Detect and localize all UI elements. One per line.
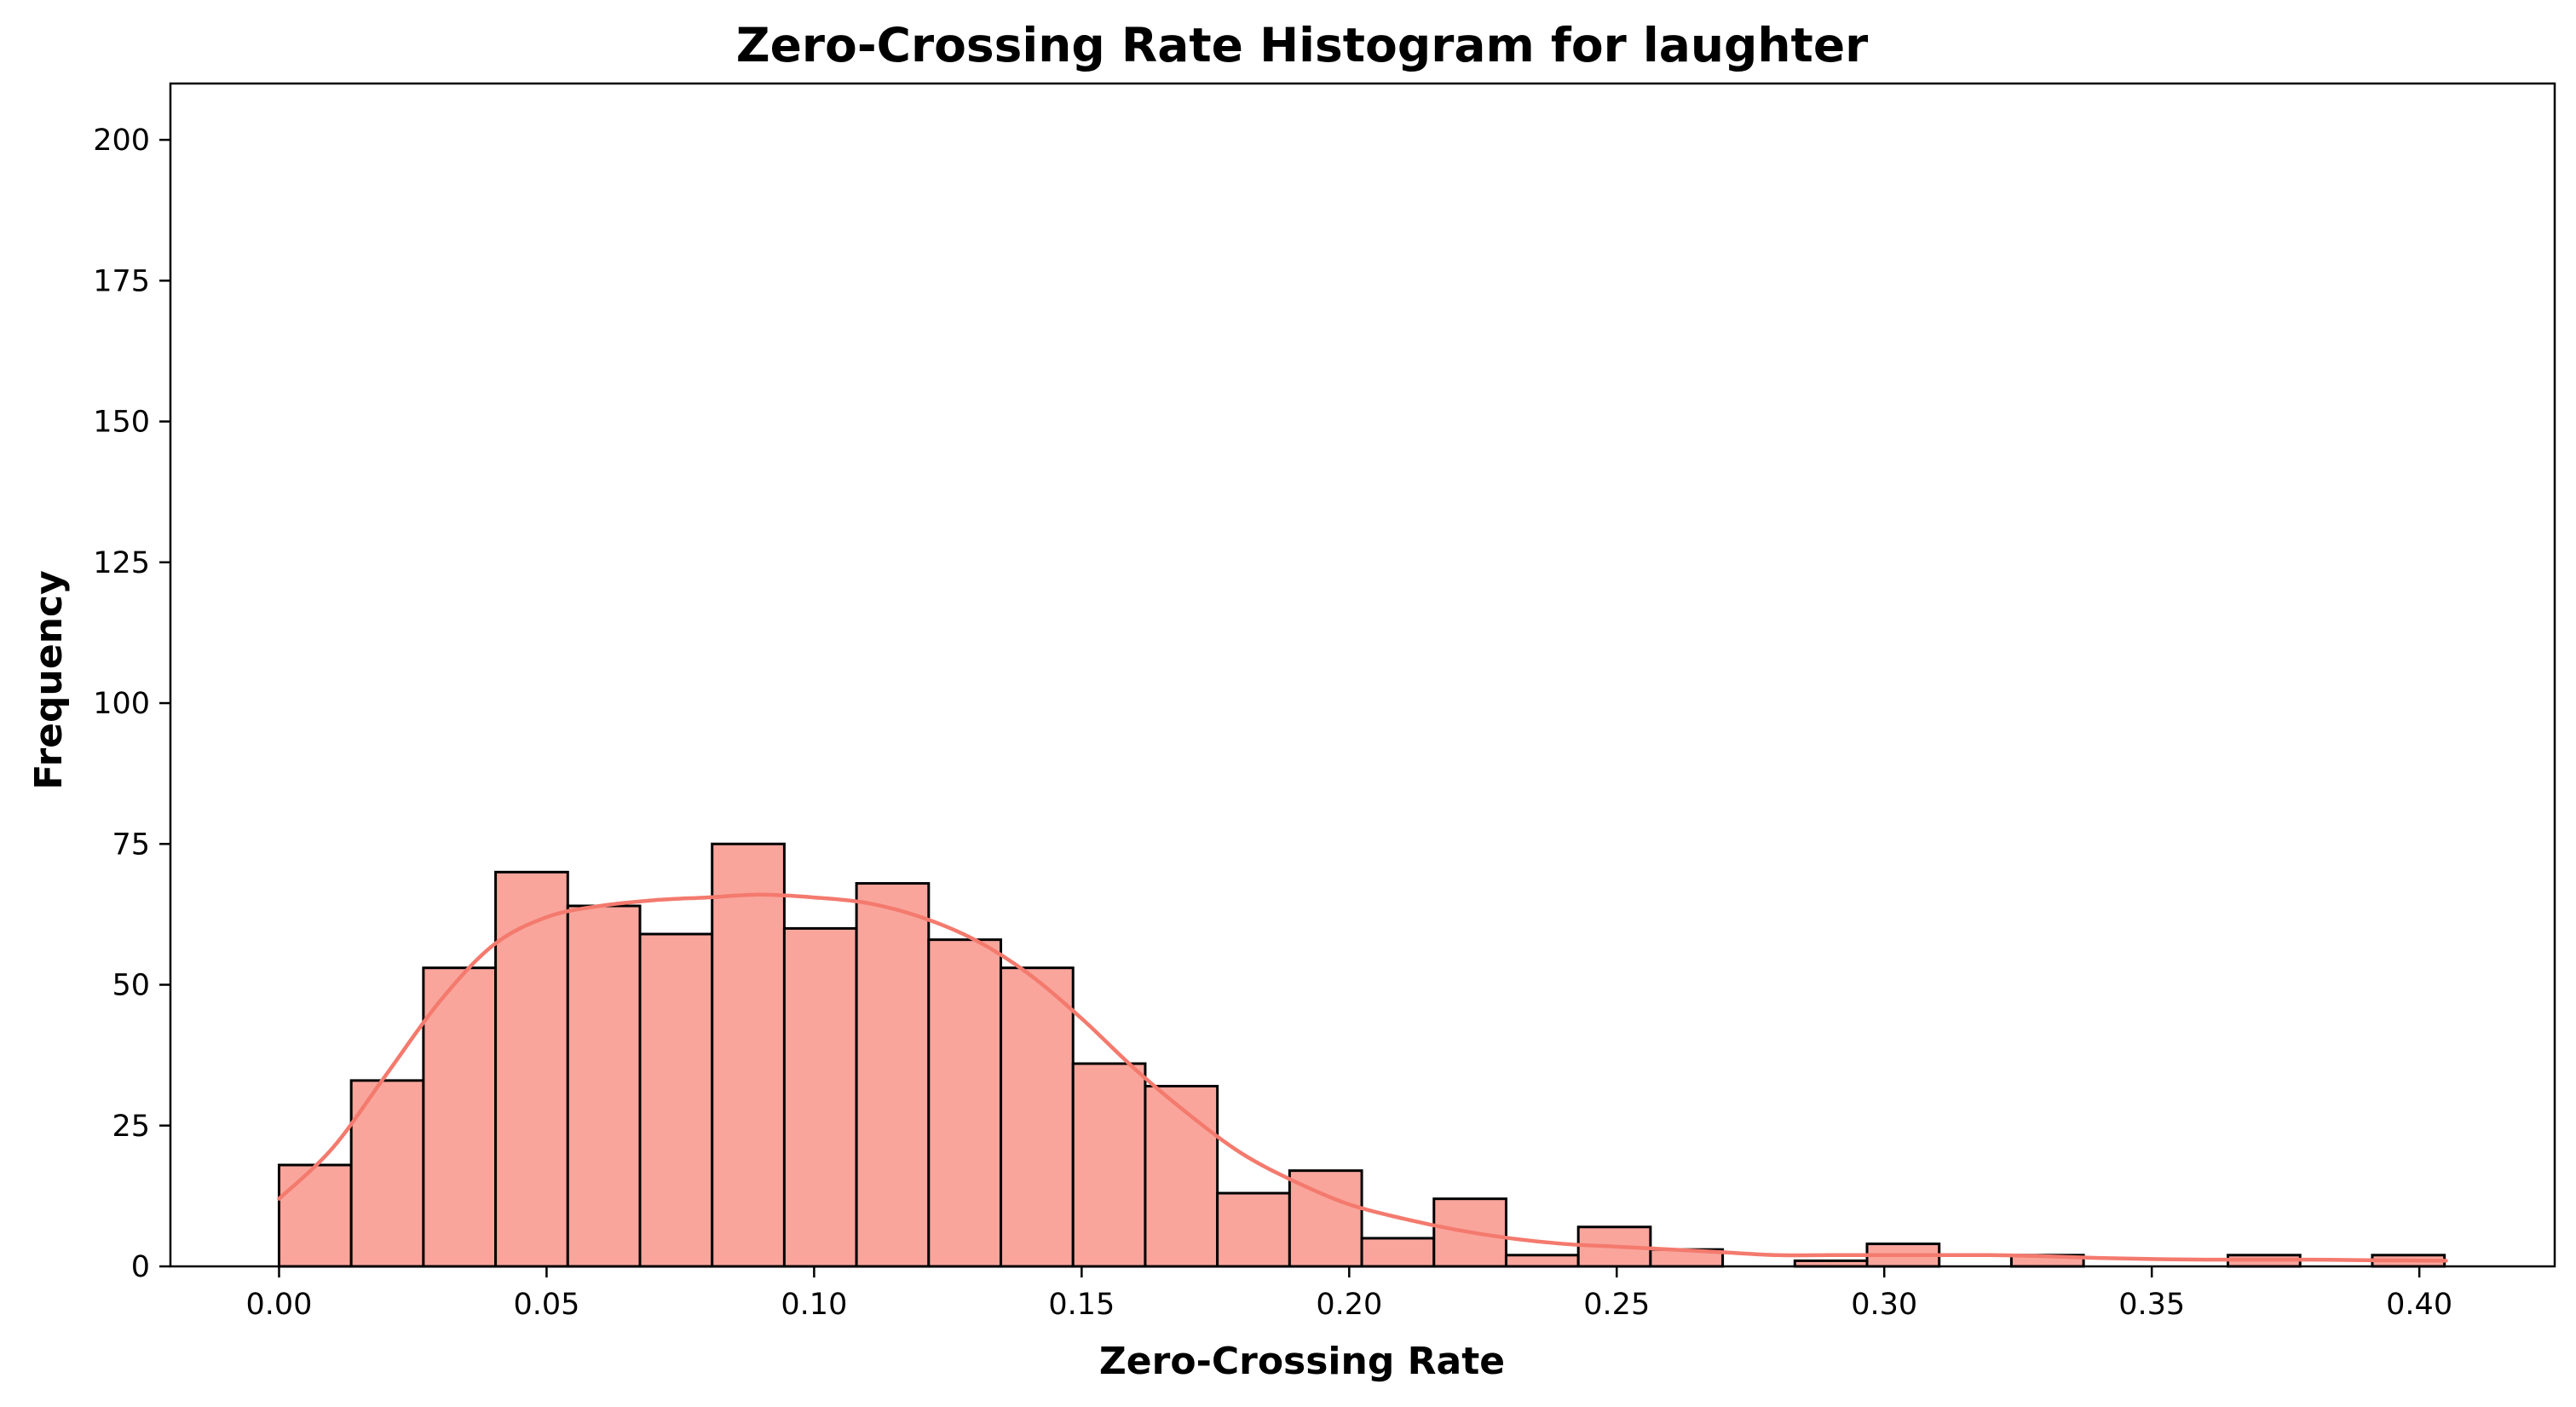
y-tick-label: 100 bbox=[93, 687, 150, 721]
x-tick-label: 0.30 bbox=[1851, 1288, 1917, 1322]
histogram-bars bbox=[277, 842, 2446, 1268]
x-axis-label: Zero-Crossing Rate bbox=[1099, 1340, 1505, 1383]
y-axis-ticks: 0 25 50 75 100 125 150 175 200 bbox=[93, 124, 170, 1284]
histogram-bar bbox=[566, 904, 642, 1268]
y-tick-label: 175 bbox=[93, 264, 150, 298]
histogram-bar bbox=[1000, 966, 1075, 1268]
y-tick-label: 150 bbox=[93, 406, 150, 440]
histogram-bar bbox=[1360, 1237, 1436, 1268]
histogram-bar bbox=[277, 1163, 353, 1268]
x-tick-label: 0.00 bbox=[245, 1288, 312, 1322]
histogram-bar bbox=[1144, 1084, 1219, 1268]
y-tick-label: 50 bbox=[112, 969, 150, 1003]
y-tick-label: 0 bbox=[131, 1250, 150, 1284]
x-tick-label: 0.05 bbox=[513, 1288, 579, 1322]
plot-frame bbox=[169, 82, 2556, 1268]
histogram-bar bbox=[782, 926, 858, 1268]
x-tick-label: 0.15 bbox=[1048, 1288, 1115, 1322]
histogram-bar bbox=[855, 882, 931, 1268]
y-tick-label: 200 bbox=[93, 124, 150, 158]
y-tick-label: 75 bbox=[112, 827, 150, 862]
y-axis-label: Frequency bbox=[27, 570, 71, 790]
y-tick-label: 125 bbox=[93, 546, 150, 580]
histogram-bar bbox=[927, 938, 1003, 1268]
histogram-bar bbox=[422, 966, 498, 1268]
y-tick-label: 25 bbox=[112, 1110, 150, 1144]
x-tick-label: 0.40 bbox=[2386, 1288, 2452, 1322]
chart-title: Zero-Crossing Rate Histogram for laughte… bbox=[736, 18, 1869, 72]
x-tick-label: 0.10 bbox=[781, 1288, 847, 1322]
x-axis-ticks: 0.00 0.05 0.10 0.15 0.20 0.25 0.30 0.35 0.40 bbox=[245, 1266, 2452, 1322]
histogram-bar bbox=[349, 1079, 425, 1268]
histogram-bar bbox=[1504, 1254, 1580, 1268]
x-tick-label: 0.25 bbox=[1583, 1288, 1650, 1322]
histogram-bar bbox=[638, 932, 714, 1268]
histogram-bar bbox=[1071, 1062, 1147, 1268]
x-tick-label: 0.35 bbox=[2118, 1288, 2185, 1322]
histogram-bar bbox=[494, 870, 569, 1268]
x-tick-label: 0.20 bbox=[1316, 1288, 1382, 1322]
histogram-bar bbox=[1216, 1191, 1291, 1268]
histogram-bar bbox=[711, 842, 786, 1268]
kde-curve bbox=[277, 892, 2448, 1263]
